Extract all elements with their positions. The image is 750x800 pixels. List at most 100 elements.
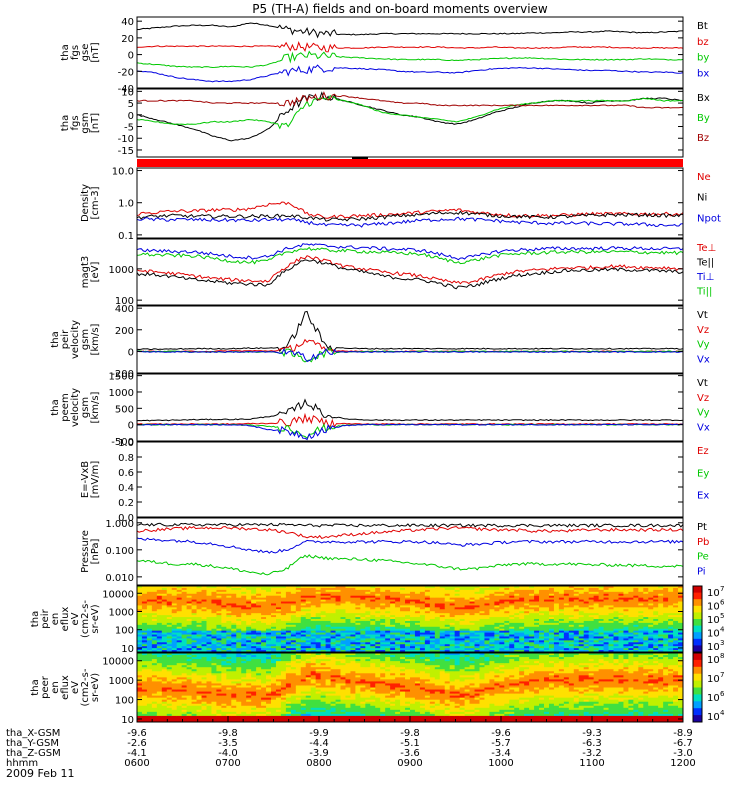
spectrogram-cell [236,591,242,595]
spectrogram-cell [256,644,262,647]
spectrogram-cell [266,622,272,626]
spectrogram-cell [246,591,252,595]
spectrogram-cell [231,620,237,624]
spectrogram-cell [330,595,336,599]
spectrogram-cell [211,595,217,599]
spectrogram-cell [236,620,242,624]
spectrogram-cell [330,613,336,616]
y-tick-label: 500 [115,404,134,415]
spectrogram-cell [275,619,282,622]
spectrogram-cell [216,615,222,618]
spectrogram-cell [216,603,222,606]
spectrogram-cell [171,597,178,600]
spectrogram-cell [246,603,252,606]
spectrogram-cell [226,624,232,628]
legend-label: bx [697,68,709,79]
spectrogram-cell [241,603,247,606]
spectrogram-cell [251,609,257,612]
spectrogram-cell [305,626,312,630]
spectrogram-cell [325,634,331,637]
spectrogram-cell [271,615,277,618]
spectrogram-cell [275,591,282,595]
spectrogram-cell [275,632,282,635]
spectrogram-cell [325,611,331,614]
spectrogram-cell [226,650,232,653]
red-status-bar [137,159,683,167]
spectrogram-cell [216,593,222,597]
spectrogram-cell [271,593,277,597]
spectrogram-cell [201,638,207,641]
spectrogram-cell [236,609,242,612]
spectrogram-cell [290,640,297,643]
spectrogram-cell [320,597,327,600]
spectrogram-cell [256,646,262,649]
spectrogram-cell [201,624,207,628]
spectrogram-cell [221,624,227,628]
y-tick-label: 1000 [109,388,134,399]
spectrogram-cell [171,607,178,610]
spectrogram-cell [221,642,227,645]
spectrogram-cell [280,605,287,608]
spectrogram-cell [206,609,212,612]
spectrogram-cell [300,605,307,608]
spectrogram-cell [226,611,232,614]
spectrogram-cell [280,589,287,593]
spectrogram-cell [256,632,262,635]
spectrogram-cell [201,642,207,645]
spectrogram-cell [305,611,312,614]
spectrogram-cell [256,648,262,651]
spectrogram-cell [266,609,272,612]
spectrogram-cell [156,591,163,595]
spectrogram-cell [166,640,173,643]
spectrogram-cell [325,650,331,653]
spectrogram-cell [266,595,272,599]
spectrogram-cell [256,630,262,633]
spectrogram-cell [295,632,302,635]
spectrogram-cell [256,595,262,599]
y-axis-label: peem [60,393,71,421]
spectrogram-cell [261,613,267,616]
spectrogram-cell [216,634,222,637]
y-tick-label: 10000 [102,589,134,600]
spectrogram-cell [211,636,217,639]
spectrogram-cell [191,591,197,595]
spectrogram-cell [141,605,148,608]
spectrogram-cell [196,619,202,622]
spectrogram-cell [156,605,163,608]
spectrogram-cell [176,617,183,620]
series-line-Ti⊥ [136,243,684,261]
y-tick-label: 1000 [109,607,134,618]
spectrogram-cell [280,587,287,591]
spectrogram-cell [310,620,317,624]
spectrogram-cell [305,601,312,604]
spectrogram-cell [156,615,163,618]
spectrogram-cell [137,648,143,651]
spectrogram-cell [226,620,232,624]
spectrogram-cell [295,622,302,626]
y-tick-label: 1.0 [118,199,134,210]
spectrogram-cell [261,624,267,628]
spectrogram-cell [246,626,252,630]
spectrogram-cell [221,626,227,630]
spectrogram-cell [266,638,272,641]
spectrogram-cell [186,589,192,593]
spectrogram-cell [261,622,267,626]
spectrogram-cell [241,634,247,637]
spectrogram-cell [271,626,277,630]
spectrogram-cell [191,648,197,651]
spectrogram-cell [325,648,331,651]
spectrogram-cell [315,620,322,624]
spectrogram-cell [176,634,183,637]
spectrogram-cell [325,626,331,630]
spectrogram-cell [330,599,336,602]
spectrogram-cell [141,620,148,624]
spectrogram-cell [266,593,272,597]
spectrogram-cell [290,613,297,616]
y-tick-label: 10 [121,87,134,98]
spectrogram-cell [156,611,163,614]
spectrogram-cell [280,624,287,628]
spectrogram-cell [161,622,168,626]
spectrogram-cell [196,587,202,591]
spectrogram-cell [261,636,267,639]
spectrogram-cell [300,650,307,653]
